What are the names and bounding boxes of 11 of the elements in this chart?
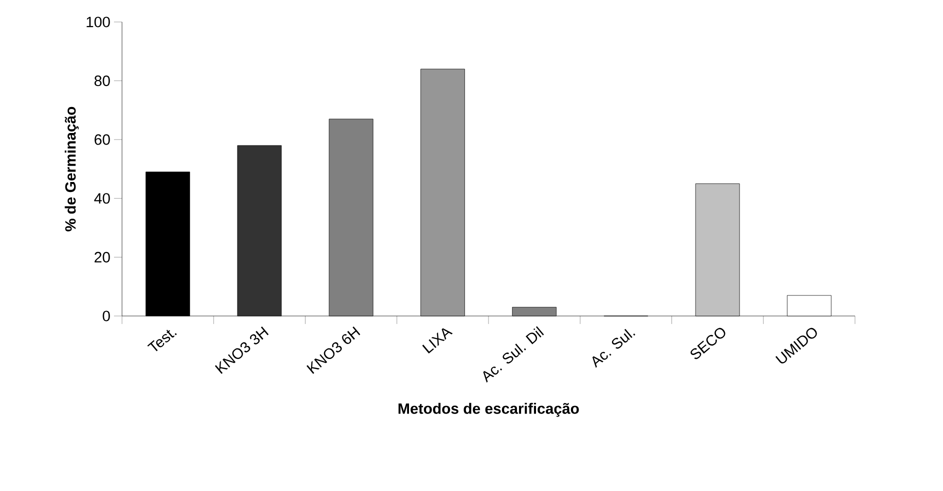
y-axis-title: % de Germinação: [64, 106, 79, 232]
y-tick-label: 20: [94, 252, 110, 262]
x-tick-label: Ac. Sul.: [592, 328, 636, 368]
y-tick-label: 0: [102, 310, 110, 322]
y-tick-label: 40: [94, 193, 110, 204]
x-tick-label: Ac. Sul. Dil: [483, 326, 544, 383]
x-tick-label: Test.: [147, 330, 177, 352]
y-tick-label: 60: [94, 134, 110, 145]
x-axis-title: Metodos de escarificação: [398, 402, 579, 417]
y-tick-label: 80: [94, 75, 110, 86]
y-tick-label: 100: [86, 16, 110, 28]
